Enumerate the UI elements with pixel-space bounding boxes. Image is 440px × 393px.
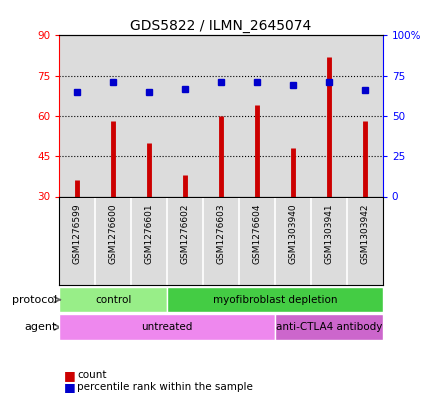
Text: protocol: protocol [12, 295, 57, 305]
Text: GSM1276602: GSM1276602 [181, 204, 190, 264]
Bar [59, 314, 275, 340]
Text: GSM1276601: GSM1276601 [145, 204, 154, 264]
Text: agent: agent [25, 322, 57, 332]
Bar [59, 287, 167, 312]
Bar [167, 287, 383, 312]
Text: GSM1303940: GSM1303940 [289, 204, 297, 264]
Text: ■: ■ [64, 380, 76, 393]
Bar [275, 314, 383, 340]
Text: ■: ■ [64, 369, 76, 382]
Text: GSM1276603: GSM1276603 [216, 204, 226, 264]
Text: GSM1276604: GSM1276604 [253, 204, 261, 264]
Text: anti-CTLA4 antibody: anti-CTLA4 antibody [276, 322, 382, 332]
Text: GSM1303942: GSM1303942 [360, 204, 369, 264]
Text: percentile rank within the sample: percentile rank within the sample [77, 382, 253, 392]
Text: GSM1303941: GSM1303941 [324, 204, 334, 264]
Text: GSM1276599: GSM1276599 [73, 204, 82, 264]
Text: myofibroblast depletion: myofibroblast depletion [213, 295, 337, 305]
Title: GDS5822 / ILMN_2645074: GDS5822 / ILMN_2645074 [131, 19, 312, 33]
Text: control: control [95, 295, 132, 305]
Text: GSM1276600: GSM1276600 [109, 204, 118, 264]
Text: count: count [77, 370, 106, 380]
Text: untreated: untreated [142, 322, 193, 332]
